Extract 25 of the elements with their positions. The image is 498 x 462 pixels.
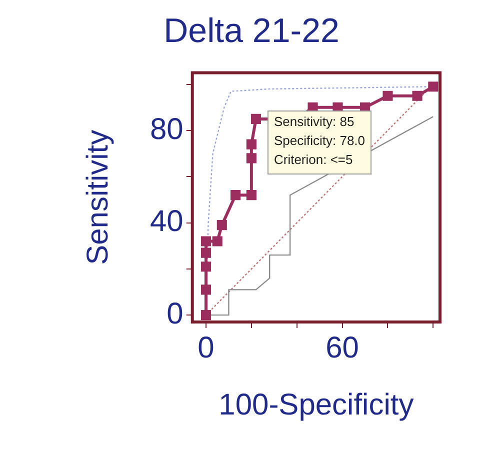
point xyxy=(216,220,227,230)
x-axis-title: 100-Specificity xyxy=(218,388,414,422)
chart-title: Delta 21-22 xyxy=(164,12,340,50)
point xyxy=(200,236,212,246)
point xyxy=(250,114,262,124)
point xyxy=(212,236,222,246)
point xyxy=(200,248,212,258)
x-tick-label: 60 xyxy=(326,331,359,364)
y-tick-label: 80 xyxy=(150,112,184,146)
annotation: Sensitivity: 85 xyxy=(274,114,354,130)
point xyxy=(246,139,256,150)
point xyxy=(200,310,212,320)
point xyxy=(412,90,422,101)
y-tick-label: 0 xyxy=(166,297,184,330)
annotation: Specificity: 78.0 xyxy=(274,133,366,148)
point xyxy=(382,90,393,101)
y-tick-label: 40 xyxy=(150,205,184,238)
point xyxy=(246,153,256,164)
point xyxy=(230,190,241,200)
point xyxy=(200,284,212,295)
y-axis-title: Sensitivity xyxy=(81,130,114,265)
point xyxy=(428,82,438,92)
point xyxy=(200,262,212,272)
point xyxy=(246,190,256,200)
annotation: Criterion: <=5 xyxy=(274,152,353,168)
